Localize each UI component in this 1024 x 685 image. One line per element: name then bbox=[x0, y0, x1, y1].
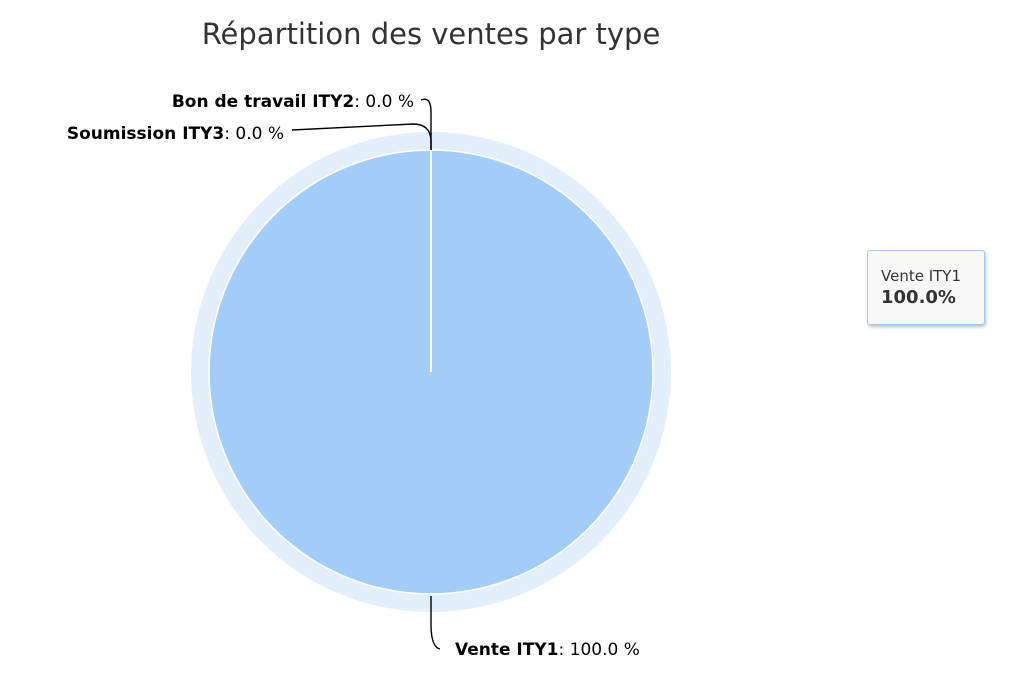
data-label-value: : 0.0 % bbox=[224, 124, 284, 144]
data-label-name: Bon de travail ITY2 bbox=[172, 92, 354, 112]
connector-bon-de-travail-ity2 bbox=[420, 98, 432, 150]
data-label-name: Vente ITY1 bbox=[455, 640, 559, 660]
data-label-name: Soumission ITY3 bbox=[67, 124, 224, 144]
data-label-bon-de-travail-ity2: Bon de travail ITY2: 0.0 % bbox=[172, 92, 414, 112]
tooltip-series-name: Vente ITY1 bbox=[881, 267, 962, 285]
chart-title: Répartition des ventes par type bbox=[202, 17, 661, 51]
pie-data-labels: Vente ITY1: 100.0 %Bon de travail ITY2: … bbox=[67, 92, 640, 660]
connector-soumission-ity3 bbox=[291, 123, 432, 150]
data-label-value: : 0.0 % bbox=[354, 92, 414, 112]
pie-slices bbox=[208, 149, 654, 595]
tooltip-value: 100.0% bbox=[881, 287, 956, 308]
data-label-soumission-ity3: Soumission ITY3: 0.0 % bbox=[67, 124, 284, 144]
connector-vente-ity1 bbox=[430, 596, 441, 650]
data-label-value: : 100.0 % bbox=[559, 640, 640, 660]
tooltip: Vente ITY1 100.0% bbox=[867, 250, 985, 325]
data-label-vente-ity1: Vente ITY1: 100.0 % bbox=[455, 640, 640, 660]
